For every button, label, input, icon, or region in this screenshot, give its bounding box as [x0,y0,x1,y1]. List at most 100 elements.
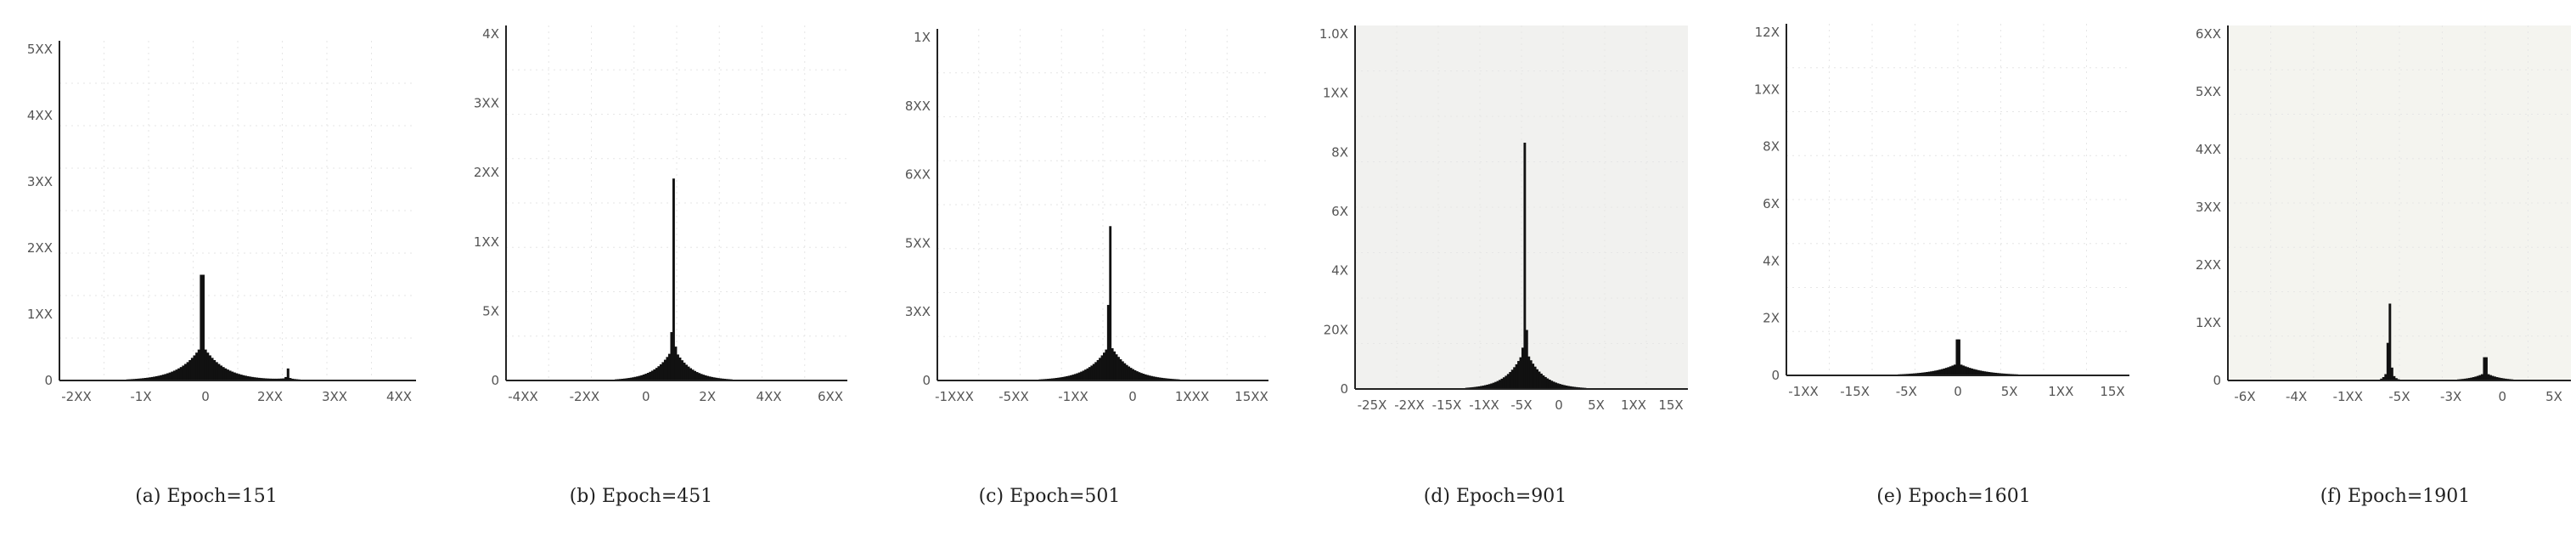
histogram-bar [2394,378,2398,380]
histogram-bar [155,375,158,380]
histogram-bar [1121,361,1124,380]
histogram-bar [687,366,690,380]
histogram-bar [1492,382,1495,389]
histogram-bar [200,274,203,380]
histogram-bar [633,376,637,380]
histogram-bar [1490,383,1493,389]
histogram-bar [1513,367,1516,389]
histogram-bar [1084,369,1087,380]
histogram-bar [1100,355,1104,380]
histogram-bar [1521,347,1524,389]
histogram-bar [242,375,245,380]
histogram-bar [1117,357,1120,380]
histogram-bar [289,378,292,380]
histogram-bar [2463,378,2466,380]
histogram-bar [1119,358,1122,380]
histogram-bar [683,362,686,380]
histogram-bar [1067,375,1071,380]
histogram-bar [677,354,679,380]
y-tick-label: 1.0X [1319,26,1348,42]
y-tick-label: 6XX [905,167,931,183]
histogram-bar [1559,384,1561,389]
panel-3: 0 3XX 5XX 6XX 8XX 1X -1XXX -5XX -1XX 0 1XXX 15XX [905,29,1268,404]
x-tick-label: 1XX [2048,384,2073,399]
histogram-bar [275,378,278,380]
histogram-bar [1071,375,1075,380]
histogram-bar [1125,364,1128,380]
histogram-bar [244,375,247,380]
histogram-bar [666,357,669,380]
histogram-bar [224,368,228,380]
histogram-bar [1152,376,1156,380]
histogram-bar [271,378,274,380]
y-tick-label: 4XX [27,108,53,123]
histogram-bar [708,376,711,380]
histogram-bar [1049,378,1052,380]
histogram-bar [233,372,236,380]
histogram-bar [1989,372,1993,375]
histogram-bar [161,375,165,380]
histogram-bar [1486,384,1489,389]
histogram-bar [1555,382,1558,389]
histogram-bar [704,375,707,380]
histogram-bar [1146,375,1150,380]
histogram-bar [1169,378,1172,380]
histogram-bar [1983,371,1987,375]
y-tick-label: 0 [2213,373,2221,388]
histogram-bar [719,378,723,380]
histogram-bar [1930,371,1933,375]
caption-epoch-901: (d) Epoch=901 [1423,486,1567,507]
histogram-bar [1148,375,1151,380]
histogram-bar [1150,375,1153,380]
x-tick-label: 0 [1128,389,1137,404]
histogram-bar [2000,373,2004,375]
caption-epoch-1601: (e) Epoch=1601 [1876,486,2031,507]
histogram-bar [1517,361,1520,389]
histogram-bar [1480,386,1482,389]
histogram-bar [204,349,207,380]
histogram-bar [1063,376,1066,380]
histogram-bar [2382,376,2385,380]
histogram-bar [1477,386,1481,389]
histogram-bar [1077,372,1081,380]
histogram-bar [139,378,143,380]
histogram-bar [2500,378,2503,380]
histogram-bar [1496,380,1499,389]
histogram-bar [1994,372,1997,375]
histogram-bar [168,372,172,380]
histogram-bar [1565,385,1568,389]
histogram-bar [260,378,263,380]
histogram-bar [197,349,200,380]
histogram-bar [1103,352,1105,380]
histogram-bar [1996,373,1999,375]
x-tick-label: 5X [2001,384,2018,399]
histogram-bar [1968,368,1971,375]
histogram-bar [689,368,692,380]
histogram-bar [2483,357,2486,380]
histogram-bar [149,377,152,380]
histogram-bar [2504,378,2507,380]
histogram-bar [1471,386,1475,389]
histogram-bar [702,375,706,380]
histogram-bar [1988,372,1991,375]
y-tick-label: 0 [491,373,499,388]
x-tick-label: -5XX [998,389,1029,404]
x-tick-label: -1XXX [935,389,974,404]
histogram-bar [1971,368,1974,375]
histogram-bar [217,363,221,380]
histogram-bar [256,377,259,380]
histogram-bar [195,352,199,380]
y-tick-label: 5X [482,303,499,318]
x-tick-label: -1XX [1058,389,1088,404]
histogram-bar [717,378,720,380]
histogram-bar [1066,375,1068,380]
y-tick-label: 5XX [2196,84,2221,99]
histogram-bar [1550,380,1554,389]
histogram-bar [2470,377,2473,380]
histogram-bar [1934,370,1938,375]
histogram-bar [627,378,631,380]
histogram-bar [1972,369,1976,375]
y-tick-label: 3XX [2196,200,2221,215]
histogram-bar [1115,354,1118,380]
histogram-bar [1953,364,1956,375]
